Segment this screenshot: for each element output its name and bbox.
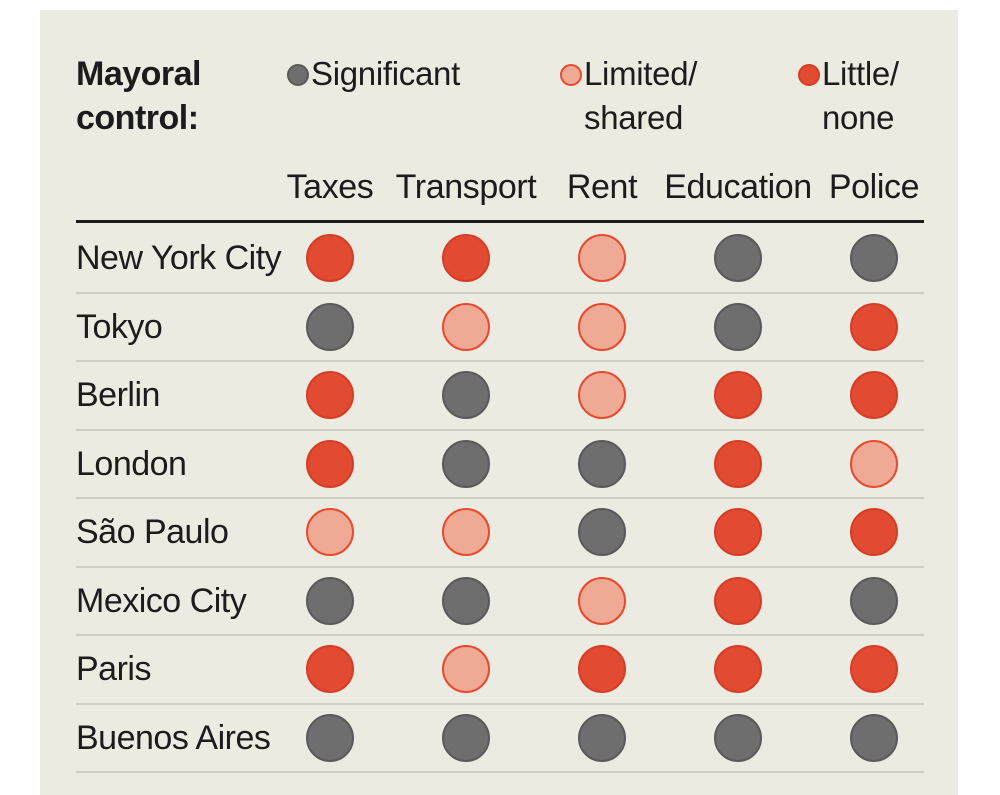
- control-dot-limited: [850, 439, 898, 488]
- control-dot-significant: [578, 439, 626, 488]
- control-dot-little: [714, 576, 762, 625]
- row-separator: [76, 360, 924, 362]
- control-dot-limited: [578, 576, 626, 625]
- control-dot-significant: [850, 576, 898, 625]
- legend-label-little: Little/ none: [822, 55, 899, 136]
- control-dot-little: [714, 645, 762, 694]
- row-label: New York City: [76, 239, 282, 278]
- control-dot-significant: [442, 439, 490, 488]
- control-dot-significant: [578, 713, 626, 762]
- row-separator: [76, 565, 924, 568]
- column-header-education: Education: [664, 168, 812, 206]
- column-header-transport: Transport: [395, 168, 537, 206]
- control-dot-significant: [442, 576, 490, 625]
- control-dot-limited: [578, 371, 626, 420]
- control-dot-significant: [714, 302, 762, 351]
- legend-dot-limited: [560, 64, 582, 86]
- control-dot-limited: [306, 508, 354, 557]
- row-label: São Paulo: [76, 513, 229, 552]
- control-dot-significant: [442, 371, 490, 420]
- column-header-police: Police: [828, 168, 920, 206]
- row-separator: [76, 497, 924, 499]
- control-dot-little: [306, 234, 354, 283]
- control-dot-significant: [306, 713, 354, 762]
- control-dot-significant: [306, 576, 354, 625]
- control-dot-significant: [306, 302, 354, 351]
- header-rule: [76, 220, 924, 223]
- control-dot-significant: [442, 713, 490, 762]
- row-separator: [76, 771, 924, 773]
- control-dot-little: [442, 234, 490, 283]
- legend-title: Mayoral control:: [76, 55, 202, 137]
- control-dot-significant: [578, 508, 626, 557]
- row-label: Tokyo: [76, 307, 163, 346]
- control-dot-little: [850, 302, 898, 351]
- control-dot-limited: [442, 508, 490, 557]
- row-label: Paris: [76, 650, 151, 689]
- legend-dot-little: [798, 64, 820, 86]
- control-dot-little: [850, 645, 898, 694]
- control-dot-significant: [714, 713, 762, 762]
- control-dot-limited: [578, 302, 626, 351]
- control-dot-little: [306, 371, 354, 420]
- row-label: Mexico City: [76, 581, 247, 620]
- legend-label-significant: Significant: [311, 55, 460, 92]
- control-dot-significant: [850, 713, 898, 762]
- control-dot-little: [578, 645, 626, 694]
- column-header-rent: Rent: [566, 168, 638, 206]
- control-dot-little: [306, 439, 354, 488]
- row-separator: [76, 428, 924, 431]
- control-dot-limited: [442, 302, 490, 351]
- control-dot-significant: [714, 234, 762, 283]
- legend-label-limited: Limited/ shared: [584, 55, 698, 136]
- control-dot-limited: [578, 234, 626, 283]
- control-dot-limited: [442, 645, 490, 694]
- control-dot-significant: [850, 234, 898, 283]
- control-dot-little: [850, 371, 898, 420]
- row-separator: [76, 291, 924, 294]
- row-separator: [76, 702, 924, 705]
- chart-panel: [40, 10, 958, 795]
- control-dot-little: [850, 508, 898, 557]
- column-header-taxes: Taxes: [286, 168, 374, 206]
- row-label: London: [76, 444, 187, 483]
- control-dot-little: [306, 645, 354, 694]
- legend-dot-significant: [287, 64, 309, 86]
- control-dot-little: [714, 508, 762, 557]
- row-separator: [76, 634, 924, 636]
- control-dot-little: [714, 371, 762, 420]
- control-dot-little: [714, 439, 762, 488]
- row-label: Berlin: [76, 376, 160, 415]
- row-label: Buenos Aires: [76, 718, 271, 757]
